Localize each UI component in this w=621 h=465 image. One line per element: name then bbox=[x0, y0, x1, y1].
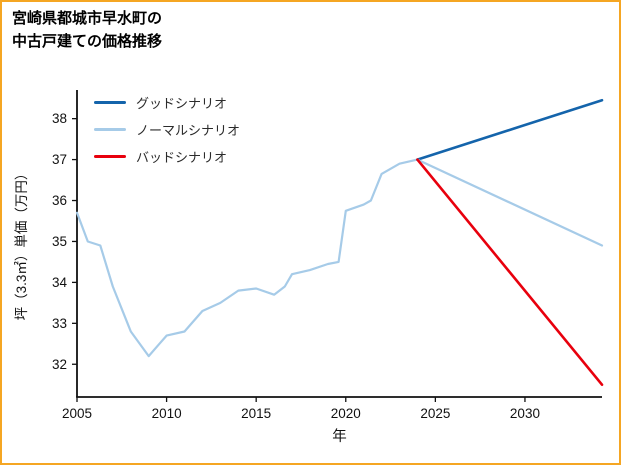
legend-label-normal: ノーマルシナリオ bbox=[136, 123, 241, 138]
legend-label-good: グッドシナリオ bbox=[136, 96, 228, 111]
x-tick-label: 2020 bbox=[331, 406, 361, 421]
legend-item-bad: バッドシナリオ bbox=[94, 148, 240, 165]
x-tick-label: 2025 bbox=[420, 406, 450, 421]
y-tick-label: 33 bbox=[52, 316, 67, 331]
series-line-グッドシナリオ bbox=[416, 98, 604, 161]
x-tick-label: 2010 bbox=[152, 406, 182, 421]
series-line-バッドシナリオ bbox=[416, 158, 604, 387]
good-scenario-line-icon bbox=[94, 101, 126, 104]
chart-title-line1: 宮崎県都城市早水町の bbox=[12, 10, 163, 27]
y-tick-label: 32 bbox=[52, 357, 67, 372]
y-axis-label: 坪（3.3㎡）単価（万円） bbox=[14, 167, 29, 321]
x-tick-label: 2030 bbox=[510, 406, 540, 421]
chart-legend: グッドシナリオ ノーマルシナリオ バッドシナリオ bbox=[94, 94, 240, 165]
normal-scenario-line-icon bbox=[94, 128, 126, 131]
legend-label-bad: バッドシナリオ bbox=[136, 150, 228, 165]
chart-title-line2: 中古戸建ての価格推移 bbox=[12, 32, 163, 50]
x-tick-label: 2005 bbox=[62, 406, 92, 421]
chart-title: 宮崎県都城市早水町の 中古戸建ての価格推移 bbox=[12, 8, 162, 53]
bad-scenario-line-icon bbox=[94, 155, 126, 158]
x-tick-label: 2015 bbox=[241, 406, 271, 421]
y-tick-label: 37 bbox=[52, 152, 67, 167]
series-line-ノーマルシナリオ bbox=[416, 158, 604, 247]
series-line-historical bbox=[75, 158, 419, 358]
legend-item-normal: ノーマルシナリオ bbox=[94, 121, 240, 138]
y-tick-label: 36 bbox=[52, 193, 67, 208]
y-tick-label: 35 bbox=[52, 234, 67, 249]
y-tick-label: 38 bbox=[52, 111, 67, 126]
y-tick-label: 34 bbox=[52, 275, 68, 290]
x-axis-label: 年 bbox=[332, 428, 347, 445]
legend-item-good: グッドシナリオ bbox=[94, 94, 240, 111]
